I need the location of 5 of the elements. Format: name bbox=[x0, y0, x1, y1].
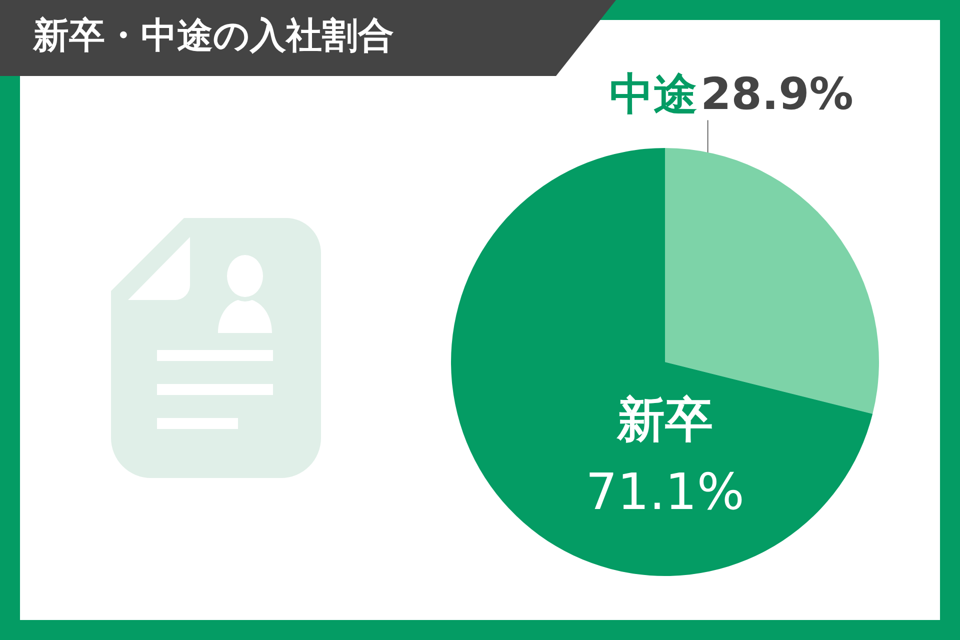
slice-label: 新卒 bbox=[616, 392, 713, 448]
slice-label: 中途 bbox=[609, 69, 698, 120]
chart-title: 新卒・中途の入社割合 bbox=[32, 16, 394, 56]
data-label: 71.1% bbox=[586, 463, 744, 522]
data-label: 28.9% bbox=[700, 69, 854, 120]
